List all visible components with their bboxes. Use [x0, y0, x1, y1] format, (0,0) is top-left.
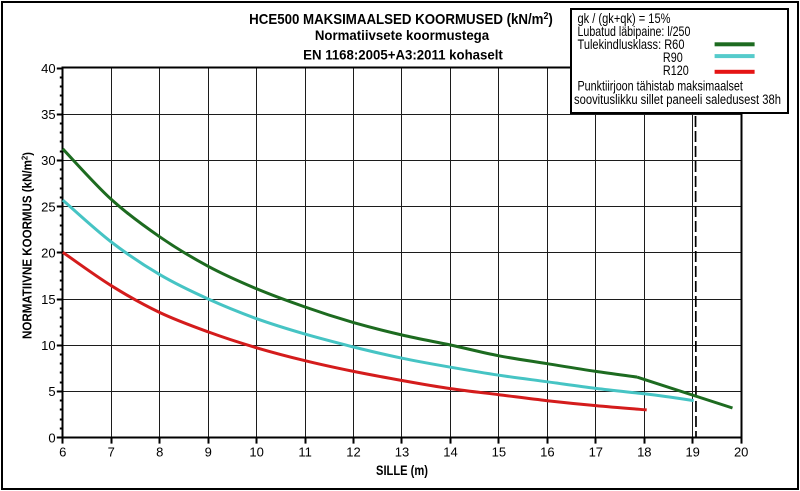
svg-text:19: 19 [685, 445, 699, 460]
svg-text:Punktiirjoon tähistab maksimaa: Punktiirjoon tähistab maksimaalset [578, 78, 744, 93]
svg-text:NORMATIIVNE KOORMUS (kN/m2): NORMATIIVNE KOORMUS (kN/m2) [20, 152, 35, 339]
svg-text:16: 16 [540, 445, 554, 460]
svg-text:30: 30 [41, 153, 55, 168]
svg-text:5: 5 [48, 384, 55, 399]
svg-text:R90: R90 [663, 50, 683, 65]
svg-text:12: 12 [346, 445, 360, 460]
svg-text:6: 6 [59, 445, 66, 460]
svg-text:7: 7 [108, 445, 115, 460]
svg-text:15: 15 [41, 292, 55, 307]
svg-text:SILLE (m): SILLE (m) [376, 463, 428, 478]
svg-text:25: 25 [41, 199, 55, 214]
svg-text:R120: R120 [663, 63, 689, 78]
svg-text:35: 35 [41, 107, 55, 122]
svg-text:17: 17 [589, 445, 603, 460]
svg-text:Tulekindlusklass: R60: Tulekindlusklass: R60 [578, 37, 685, 52]
svg-text:11: 11 [298, 445, 312, 460]
svg-text:HCE500 MAKSIMAALSED KOORMUSED: HCE500 MAKSIMAALSED KOORMUSED (kN/m2) [249, 11, 553, 29]
svg-text:40: 40 [41, 61, 55, 76]
svg-text:20: 20 [41, 246, 55, 261]
svg-text:gk / (gk+qk) = 15%: gk / (gk+qk) = 15% [578, 11, 671, 26]
svg-text:soovituslikku sillet paneeli s: soovituslikku sillet paneeli saledusest … [574, 92, 781, 107]
svg-text:Normatiivsete koormustega: Normatiivsete koormustega [315, 28, 490, 43]
svg-text:10: 10 [41, 338, 55, 353]
svg-text:18: 18 [637, 445, 651, 460]
svg-text:8: 8 [156, 445, 163, 460]
svg-text:0: 0 [48, 430, 55, 445]
svg-text:14: 14 [443, 445, 457, 460]
svg-text:13: 13 [395, 445, 409, 460]
svg-text:Lubatud läbipaine: l/250: Lubatud läbipaine: l/250 [578, 24, 691, 40]
svg-text:15: 15 [492, 445, 506, 460]
svg-text:EN 1168:2005+A3:2011 kohaselt: EN 1168:2005+A3:2011 kohaselt [303, 47, 503, 62]
svg-text:10: 10 [249, 445, 263, 460]
svg-text:9: 9 [205, 445, 212, 460]
svg-text:20: 20 [734, 445, 748, 460]
